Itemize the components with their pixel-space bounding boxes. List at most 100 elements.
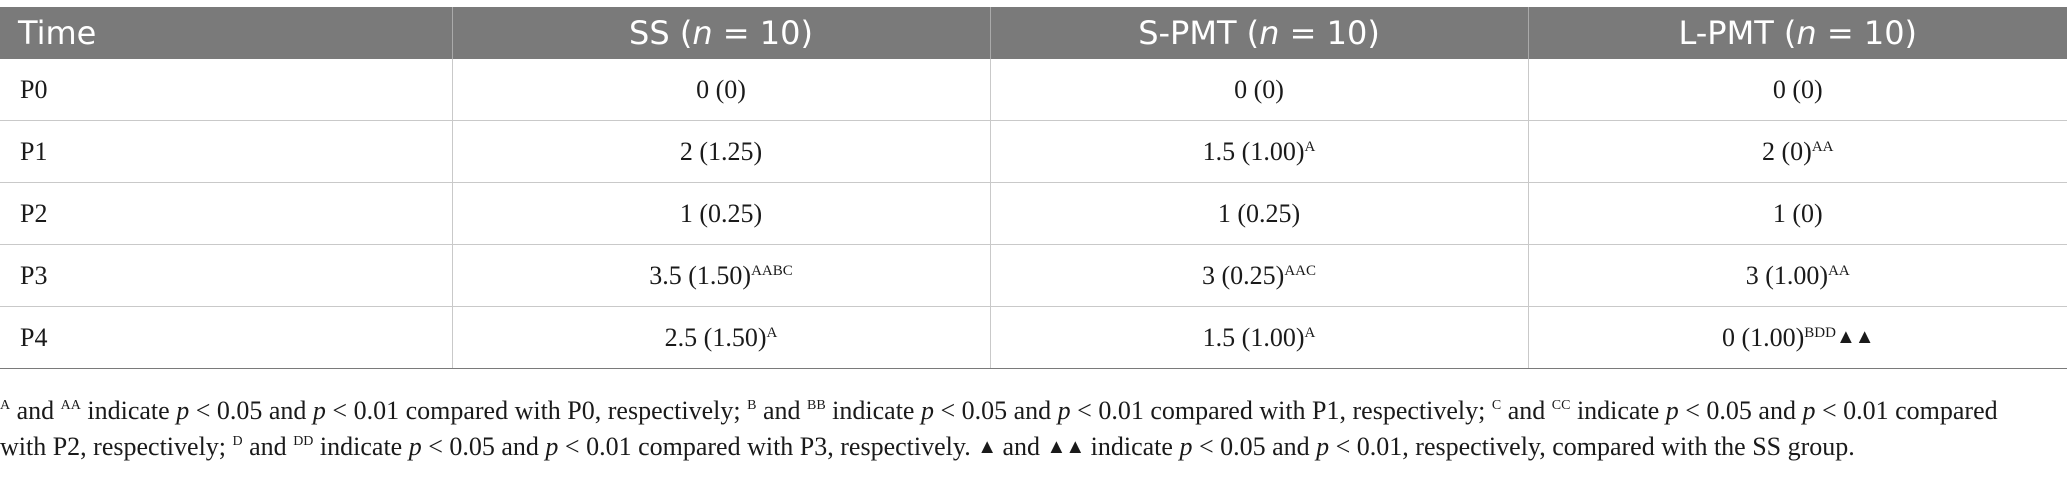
table-row: P2 1 (0.25) 1 (0.25) 1 (0) <box>0 182 2067 245</box>
footnote-p: p <box>1802 396 1816 425</box>
cell-sup: A <box>1304 138 1316 155</box>
header-l-pmt: L-PMT (n = 10) <box>1528 7 2067 59</box>
cell-sup: BDD <box>1804 324 1836 341</box>
footnote-text: and <box>756 396 807 425</box>
footnote-sup: DD <box>293 434 314 449</box>
table-row: P4 2.5 (1.50)A 1.5 (1.00)A 0 (1.00)BDD▲▲ <box>0 306 2067 369</box>
ss-cell: 0 (0) <box>452 59 991 121</box>
footnote-sup: B <box>747 398 757 413</box>
header-text: L-PMT ( <box>1678 14 1797 52</box>
header-text: = 10) <box>1816 14 1918 52</box>
l-pmt-cell: 2 (0)AA <box>1528 120 2067 183</box>
double-triangle-icon: ▲▲ <box>1046 436 1086 458</box>
footnote-text: < 0.05 and <box>1192 432 1317 461</box>
cell-value: 3.5 (1.50) <box>649 260 752 290</box>
ss-cell: 2 (1.25) <box>452 120 991 183</box>
footnote-text: and <box>242 432 294 461</box>
header-n: n <box>1259 14 1280 52</box>
ss-cell: 2.5 (1.50)A <box>452 306 991 369</box>
footnote-text: < 0.01, respectively, compared with the … <box>1329 432 1855 461</box>
header-row: Time SS (n = 10) S-PMT (n = 10) L-PMT (n… <box>0 7 2067 59</box>
footnote-p: p <box>408 432 422 461</box>
footnote-p: p <box>312 396 326 425</box>
footnote-text: < 0.01 compared with P1, respectively; <box>1070 396 1492 425</box>
cell-value: 1 (0.25) <box>1217 198 1301 228</box>
cell-value: 2 (0) <box>1762 136 1812 166</box>
cell-value: 1 (0) <box>1772 198 1823 228</box>
footnote-text: < 0.05 and <box>189 396 313 425</box>
time-cell: P4 <box>0 306 453 369</box>
cell-value: 0 (0) <box>1772 74 1823 104</box>
footnote-text: < 0.01 compared with P3, respectively. <box>558 432 978 461</box>
data-table: Time SS (n = 10) S-PMT (n = 10) L-PMT (n… <box>0 7 2067 369</box>
s-pmt-cell: 3 (0.25)AAC <box>990 244 1529 307</box>
footnote-text: indicate <box>825 396 921 425</box>
table-row: P0 0 (0) 0 (0) 0 (0) <box>0 59 2067 121</box>
footnote-p: p <box>1057 396 1071 425</box>
cell-sup: AABC <box>751 262 793 279</box>
time-cell: P0 <box>0 59 453 121</box>
header-text: S-PMT ( <box>1138 14 1260 52</box>
cell-sup: AA <box>1811 138 1834 155</box>
ss-cell: 1 (0.25) <box>452 182 991 245</box>
l-pmt-cell: 1 (0) <box>1528 182 2067 245</box>
triangle-icon: ▲ <box>977 436 997 458</box>
footnote-sup: AA <box>60 398 81 413</box>
cell-value: 3 (1.00) <box>1745 260 1829 290</box>
s-pmt-cell: 1.5 (1.00)A <box>990 306 1529 369</box>
cell-value: 3 (0.25) <box>1202 260 1285 290</box>
footnote-text: < 0.01 compared <box>1815 396 1998 425</box>
cell-sup: A <box>1304 324 1316 341</box>
footnote-sup: A <box>0 398 11 413</box>
ss-cell: 3.5 (1.50)AABC <box>452 244 991 307</box>
s-pmt-cell: 1 (0.25) <box>990 182 1529 245</box>
s-pmt-cell: 0 (0) <box>990 59 1529 121</box>
footnote-sup: CC <box>1551 398 1571 413</box>
footnote-text: < 0.01 compared with P0, respectively; <box>325 396 748 425</box>
footnote-text: and <box>10 396 61 425</box>
cell-sup: AAC <box>1284 262 1316 279</box>
header-text: SS ( <box>629 14 693 52</box>
header-text: = 10) <box>712 14 813 52</box>
footnote-text: with P2, respectively; <box>0 432 233 461</box>
footnote-text: < 0.05 and <box>933 396 1058 425</box>
footnote-text: indicate <box>1570 396 1666 425</box>
footnote-p: p <box>545 432 559 461</box>
footnote-p: p <box>1316 432 1330 461</box>
triangle-icon: ▲▲ <box>1835 325 1875 348</box>
time-cell: P3 <box>0 244 453 307</box>
cell-value: 0 (0) <box>1234 74 1284 104</box>
table-row: P3 3.5 (1.50)AABC 3 (0.25)AAC 3 (1.00)AA <box>0 244 2067 307</box>
header-n: n <box>692 14 713 52</box>
header-n: n <box>1796 14 1817 52</box>
l-pmt-cell: 0 (1.00)BDD▲▲ <box>1528 306 2067 369</box>
cell-value: 2 (1.25) <box>679 136 763 166</box>
header-text: Time <box>18 14 97 52</box>
footnote-text: < 0.05 and <box>1678 396 1803 425</box>
cell-sup: A <box>766 324 778 341</box>
footnote-text: < 0.05 and <box>421 432 546 461</box>
footnote-sup: BB <box>806 398 826 413</box>
table-row: P1 2 (1.25) 1.5 (1.00)A 2 (0)AA <box>0 120 2067 183</box>
header-s-pmt: S-PMT (n = 10) <box>990 7 1529 59</box>
time-cell: P1 <box>0 120 453 183</box>
footnote-sup: D <box>232 434 243 449</box>
l-pmt-cell: 0 (0) <box>1528 59 2067 121</box>
table-footnote: A and AA indicate p < 0.05 and p < 0.01 … <box>0 393 2060 465</box>
footnote-p: p <box>920 396 934 425</box>
l-pmt-cell: 3 (1.00)AA <box>1528 244 2067 307</box>
footnote-text: and <box>996 432 1047 461</box>
cell-value: 0 (0) <box>696 74 746 104</box>
footnote-p: p <box>1665 396 1679 425</box>
header-ss: SS (n = 10) <box>452 7 991 59</box>
footnote-p: p <box>1179 432 1193 461</box>
footnote-text: and <box>1501 396 1552 425</box>
footnote-text: indicate <box>1084 432 1180 461</box>
cell-value: 1.5 (1.00) <box>1202 136 1305 166</box>
time-cell: P2 <box>0 182 453 245</box>
header-text: = 10) <box>1279 14 1380 52</box>
header-time: Time <box>0 7 453 59</box>
cell-value: 1.5 (1.00) <box>1202 322 1305 352</box>
cell-value: 1 (0.25) <box>679 198 763 228</box>
footnote-sup: C <box>1491 398 1502 413</box>
